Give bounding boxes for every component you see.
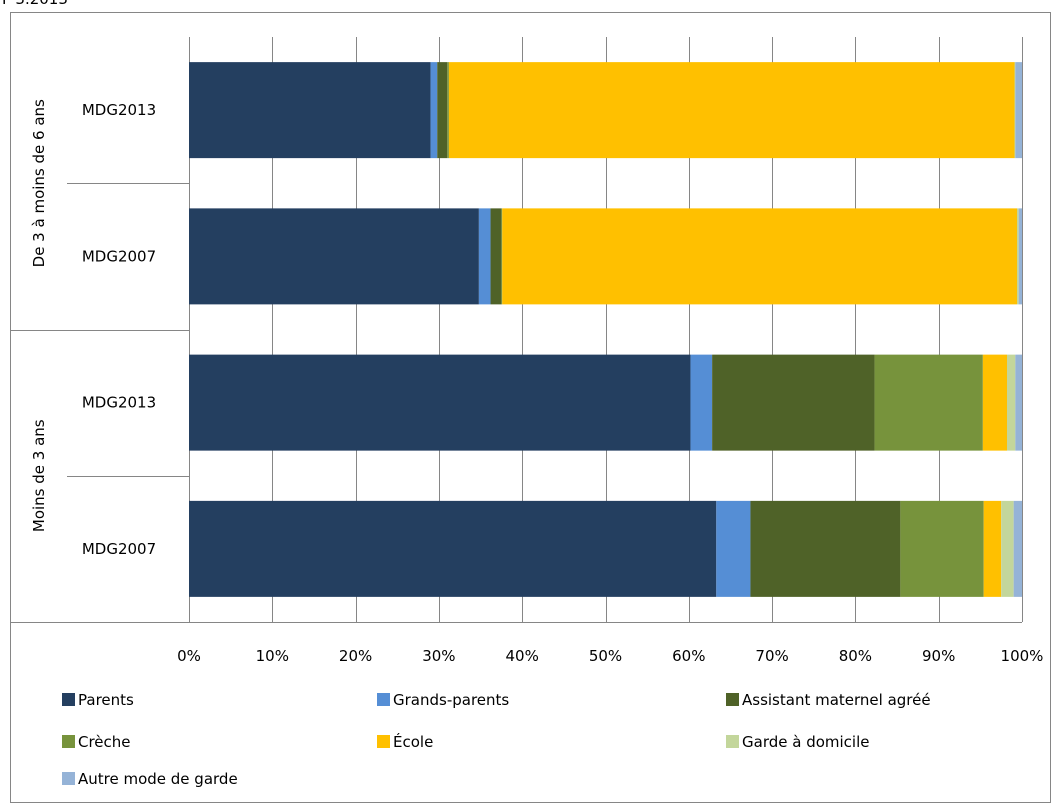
bar-segment — [1007, 354, 1016, 451]
legend-label: Crèche — [78, 733, 131, 751]
legend-swatch — [377, 735, 390, 748]
bar-segment — [478, 208, 491, 305]
bar-segment — [502, 208, 1018, 305]
legend-swatch — [377, 693, 390, 706]
x-tick-label: 10% — [256, 647, 289, 665]
x-tick-label: 20% — [339, 647, 372, 665]
bar-segment — [1017, 208, 1019, 305]
bar-segment — [1018, 208, 1022, 305]
bar-segment — [1001, 500, 1014, 597]
bar-segment — [750, 500, 901, 597]
bar-segment — [189, 500, 717, 597]
plot-area: 0% 10% 20% 30% 40% 50% 60% 70% 80% 90% 100% MDG2013… — [10, 37, 1044, 665]
x-tick-label: 100% — [1001, 647, 1044, 665]
bar-segment — [900, 500, 984, 597]
x-tick-label: 30% — [422, 647, 455, 665]
chart-header: F 3.2013 — [2, 0, 68, 8]
legend-swatch — [62, 693, 75, 706]
legend-swatch — [62, 735, 75, 748]
bar-segment — [1015, 62, 1022, 159]
legend-label: Parents — [78, 691, 134, 709]
bar-segment — [983, 500, 1002, 597]
legend-label: Garde à domicile — [742, 733, 870, 751]
legend: Parents Grands-parents Assistant maternel … — [62, 691, 931, 788]
category-label: MDG2007 — [82, 540, 156, 558]
bar-segment — [490, 208, 502, 305]
bar-segment — [874, 354, 983, 451]
legend-label: Grands-parents — [393, 691, 509, 709]
bar-segment — [189, 354, 691, 451]
x-tick-label: 50% — [589, 647, 622, 665]
bar-segment — [501, 208, 503, 305]
legend-swatch — [62, 772, 75, 785]
group-label: Moins de 3 ans — [30, 419, 48, 532]
bar-segment — [430, 62, 438, 159]
x-tick-label: 60% — [672, 647, 705, 665]
category-label: MDG2013 — [82, 394, 156, 412]
category-label: MDG2007 — [82, 247, 156, 265]
bar-segment — [982, 354, 1008, 451]
legend-label: École — [393, 732, 433, 751]
bar-segment — [448, 62, 1015, 159]
x-tick-label: 0% — [177, 647, 201, 665]
bar-segment — [1014, 62, 1016, 159]
x-tick-label: 90% — [922, 647, 955, 665]
bar-segment — [189, 208, 479, 305]
legend-swatch — [726, 693, 739, 706]
legend-swatch — [726, 735, 739, 748]
category-label: MDG2013 — [82, 101, 156, 119]
bar-segment — [437, 62, 448, 159]
bar-segment — [1013, 500, 1022, 597]
bar-segment — [712, 354, 875, 451]
x-tick-label: 80% — [839, 647, 872, 665]
legend-label: Assistant maternel agréé — [742, 691, 931, 709]
group-label: De 3 à moins de 6 ans — [30, 99, 48, 267]
bar-segment — [1015, 354, 1022, 451]
bar-segment — [189, 62, 431, 159]
bar-segment — [716, 500, 751, 597]
x-tick-label: 70% — [755, 647, 788, 665]
legend-label: Autre mode de garde — [78, 770, 238, 788]
x-tick-label: 40% — [506, 647, 539, 665]
bar-segment — [690, 354, 713, 451]
bar-segment — [447, 62, 449, 159]
